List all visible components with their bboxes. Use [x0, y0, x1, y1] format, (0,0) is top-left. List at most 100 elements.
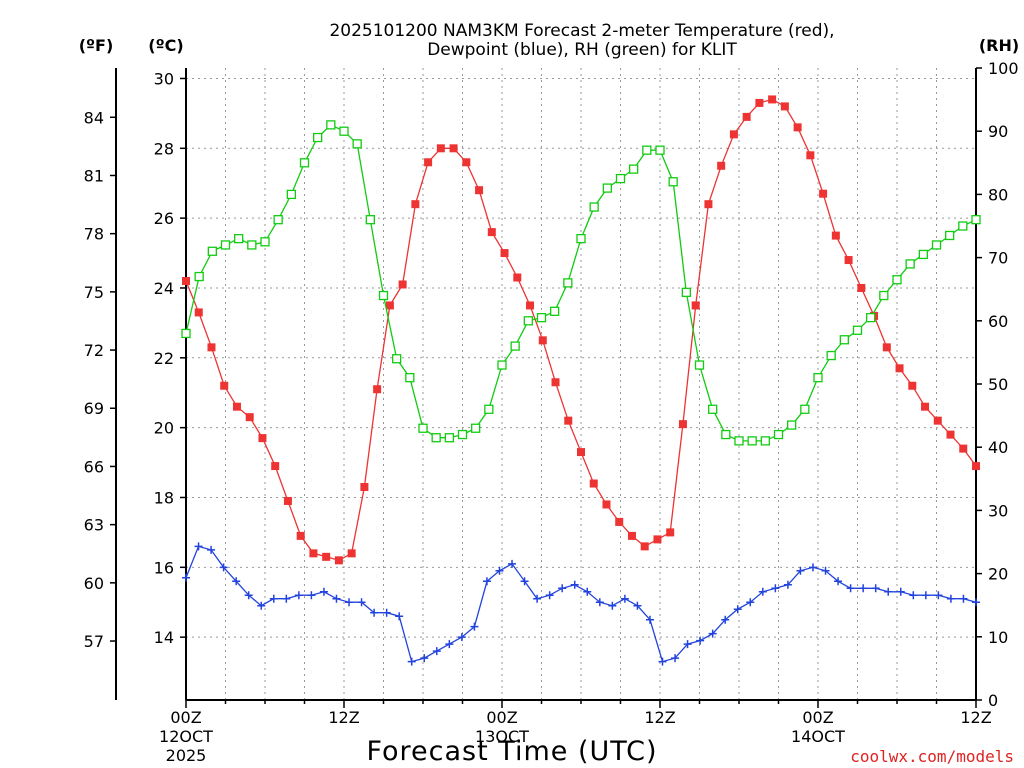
chart-title-line-2: Dewpoint (blue), RH (green) for KLIT	[427, 40, 737, 60]
data-point	[768, 95, 777, 104]
data-point	[484, 404, 494, 414]
data-point	[879, 290, 889, 301]
data-point	[500, 249, 509, 258]
data-point	[273, 215, 283, 225]
data-point	[658, 657, 667, 666]
data-point	[746, 598, 755, 607]
data-point	[945, 230, 955, 241]
data-point	[282, 594, 291, 603]
data-point	[398, 280, 407, 289]
data-point	[577, 448, 585, 457]
data-point	[589, 202, 599, 212]
data-point	[570, 580, 579, 589]
celsius-tick-label: 14	[154, 628, 174, 647]
data-point	[958, 221, 968, 231]
fahrenheit-tick-label: 78	[84, 225, 104, 244]
data-point	[332, 594, 341, 603]
data-point	[696, 636, 705, 645]
data-point	[471, 423, 481, 433]
data-point	[871, 584, 880, 593]
data-point	[734, 436, 744, 446]
x-tick-label: 00Z	[170, 708, 201, 727]
data-point	[620, 594, 629, 603]
data-point	[931, 240, 942, 250]
data-point	[666, 528, 675, 537]
data-point	[972, 598, 980, 607]
data-point	[245, 413, 254, 422]
data-point	[457, 633, 466, 642]
celsius-unit-label: (ºC)	[148, 36, 183, 55]
data-point	[808, 563, 817, 572]
data-point	[760, 436, 770, 446]
data-point	[959, 594, 968, 603]
data-point	[445, 640, 454, 649]
data-point	[742, 112, 751, 121]
x-tick-label: 00Z	[486, 708, 517, 727]
data-point	[608, 601, 617, 610]
rh-tick-label: 90	[988, 122, 1008, 141]
data-point	[286, 189, 296, 200]
data-point	[365, 215, 375, 225]
celsius-tick-label: 18	[154, 488, 174, 507]
series-1	[182, 542, 980, 666]
data-point	[780, 102, 789, 111]
data-point	[207, 343, 216, 352]
data-point	[360, 483, 369, 492]
data-point	[269, 594, 278, 603]
data-point	[834, 577, 843, 586]
data-point	[420, 654, 429, 663]
data-point	[322, 552, 331, 561]
data-point	[704, 200, 713, 209]
data-point	[219, 563, 228, 572]
data-point	[859, 584, 868, 593]
fahrenheit-tick-label: 57	[84, 632, 104, 651]
data-point	[918, 249, 928, 260]
data-point	[457, 429, 468, 440]
data-point	[449, 144, 458, 153]
data-point	[683, 640, 692, 649]
rh-tick-label: 50	[988, 375, 1008, 394]
data-point	[819, 189, 828, 198]
data-point	[319, 587, 328, 596]
data-point	[857, 283, 866, 292]
data-point	[908, 381, 917, 390]
data-point	[934, 591, 943, 600]
x-tick-label: 12Z	[644, 708, 675, 727]
data-point	[694, 360, 705, 370]
data-point	[793, 123, 802, 132]
data-point	[260, 237, 270, 247]
rh-tick-label: 10	[988, 628, 1008, 647]
data-point	[436, 144, 445, 153]
data-point	[747, 436, 757, 446]
data-point	[257, 601, 266, 610]
rh-tick-label: 80	[988, 185, 1008, 204]
data-point	[258, 434, 267, 443]
data-point	[411, 200, 420, 209]
rh-unit-label: (RH)	[979, 36, 1019, 55]
data-point	[972, 462, 980, 471]
data-point	[589, 479, 598, 488]
rh-tick-label: 60	[988, 312, 1008, 331]
data-point	[583, 587, 592, 596]
data-point	[653, 535, 662, 544]
data-point	[283, 496, 292, 505]
data-point	[545, 591, 554, 600]
fahrenheit-tick-label: 72	[84, 341, 104, 360]
data-point	[194, 271, 204, 282]
x-tick-label: 12Z	[960, 708, 991, 727]
data-point	[681, 287, 691, 298]
data-point	[370, 608, 379, 617]
data-point	[220, 381, 229, 390]
data-point	[826, 350, 836, 361]
data-point	[550, 306, 560, 316]
data-point	[691, 301, 700, 310]
data-point	[513, 273, 522, 282]
data-point	[334, 556, 343, 565]
data-point	[721, 429, 731, 440]
data-point	[326, 120, 336, 130]
data-point	[296, 531, 305, 540]
data-point	[526, 301, 535, 310]
data-point	[313, 132, 323, 143]
data-point	[475, 186, 484, 195]
data-point	[558, 584, 567, 593]
